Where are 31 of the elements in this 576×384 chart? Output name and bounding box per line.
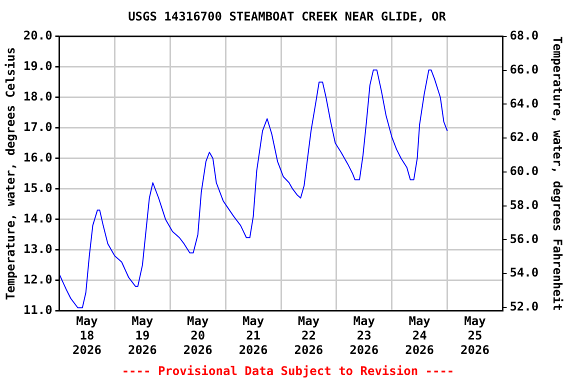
y-tick-label: 11.0: [23, 302, 52, 317]
x-tick-label: May 25 2026: [460, 314, 490, 357]
y-tick-label: 19.0: [23, 59, 52, 74]
text: ---- Provisional Data Subject to Revision ----: [120, 364, 456, 378]
y-tick-label: 16.0: [23, 150, 52, 164]
y-tick-label: 13.0: [23, 242, 52, 256]
y-tick-label: 17.0: [23, 120, 52, 134]
y2-tick-label: 66.0: [510, 62, 539, 76]
y-tick-label: 14.0: [23, 211, 52, 226]
chart-title: USGS 14316700 STEAMBOAT CREEK NEAR GLIDE, OR: [128, 9, 447, 24]
x-tick-label: May 18 2026: [72, 314, 102, 357]
y2-tick-label: 56.0: [510, 232, 539, 246]
y-tick-label: 12.0: [23, 272, 52, 286]
y2-axis-title: Temperature, water, degrees Fahrenheit: [550, 36, 565, 311]
x-tick-label: May 23 2026: [350, 314, 379, 357]
y2-tick-label: 68.0: [510, 28, 539, 43]
y2-tick-label: 54.0: [510, 266, 539, 280]
x-tick-label: May 21 2026: [238, 314, 268, 357]
y-tick-label: 15.0: [23, 180, 52, 195]
y2-tick-label: 60.0: [510, 164, 539, 178]
y2-tick-label: 62.0: [510, 130, 539, 144]
x-tick-label: May 20 2026: [183, 314, 212, 357]
x-tick-label: May 24 2026: [405, 314, 434, 357]
x-tick-label: May 19 2026: [128, 314, 157, 357]
y-axis-title: Temperature, water, degrees Celsius: [3, 47, 18, 300]
x-tick-label: May 22 2026: [294, 314, 324, 357]
y-tick-label: 18.0: [23, 90, 52, 104]
y2-tick-label: 64.0: [510, 96, 539, 110]
y2-tick-label: 52.0: [510, 300, 539, 314]
y-tick-label: 20.0: [23, 28, 52, 43]
y2-tick-label: 58.0: [510, 198, 539, 212]
